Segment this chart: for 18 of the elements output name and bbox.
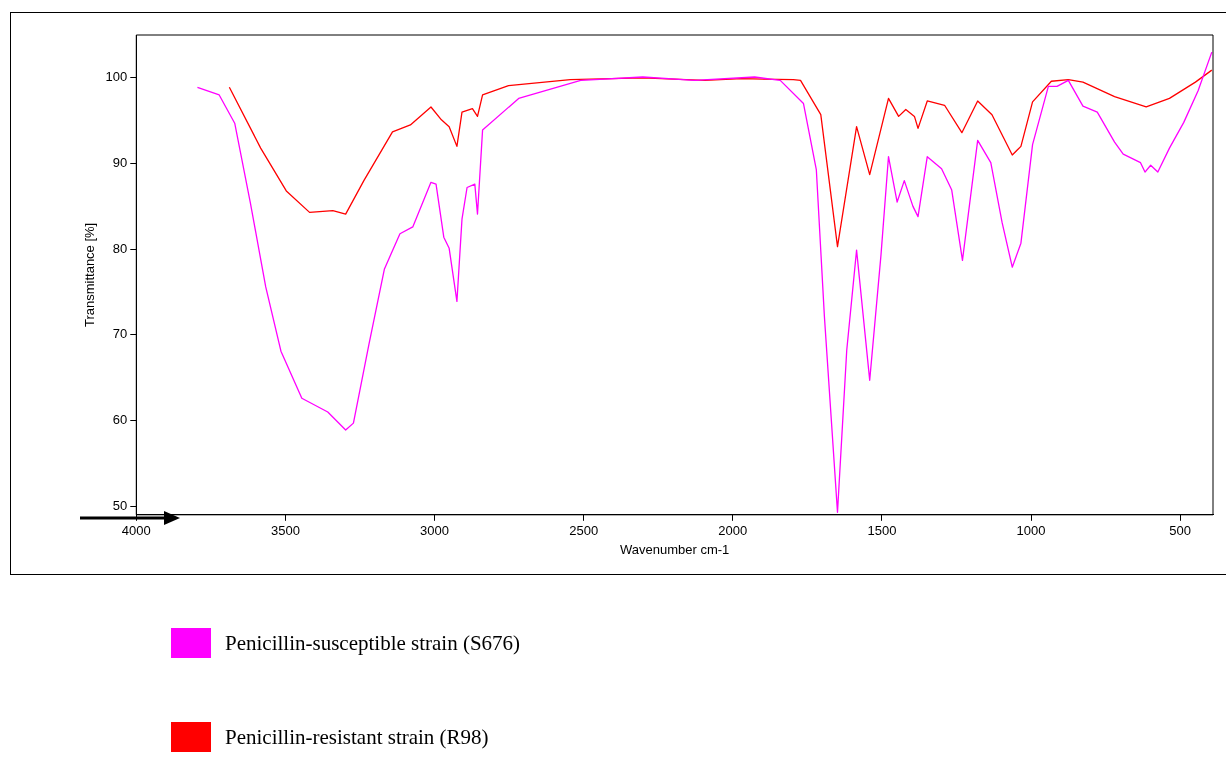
legend-label: Penicillin-resistant strain (R98) <box>225 724 489 750</box>
x-tick-label: 2500 <box>569 523 599 539</box>
x-tick-label: 4000 <box>121 523 151 539</box>
y-tick-label: 50 <box>112 497 128 513</box>
y-tick-label: 60 <box>112 412 128 428</box>
x-tick-label: 1000 <box>1016 523 1046 539</box>
x-tick-label: 3500 <box>270 523 300 539</box>
x-tick-label: 2000 <box>718 523 748 539</box>
legend-label: Penicillin-susceptible strain (S676) <box>225 630 521 656</box>
y-tick-label: 80 <box>112 240 128 256</box>
y-tick-label: 100 <box>105 69 128 85</box>
y-tick-label: 70 <box>112 326 128 342</box>
x-tick-label: 500 <box>1169 523 1192 539</box>
x-tick-label: 1500 <box>867 523 897 539</box>
x-axis-title: Wavenumber cm-1 <box>619 541 730 557</box>
y-tick-label: 90 <box>112 155 128 171</box>
x-tick-label: 3000 <box>420 523 450 539</box>
y-axis-title: Transmittance [%] <box>82 222 98 328</box>
